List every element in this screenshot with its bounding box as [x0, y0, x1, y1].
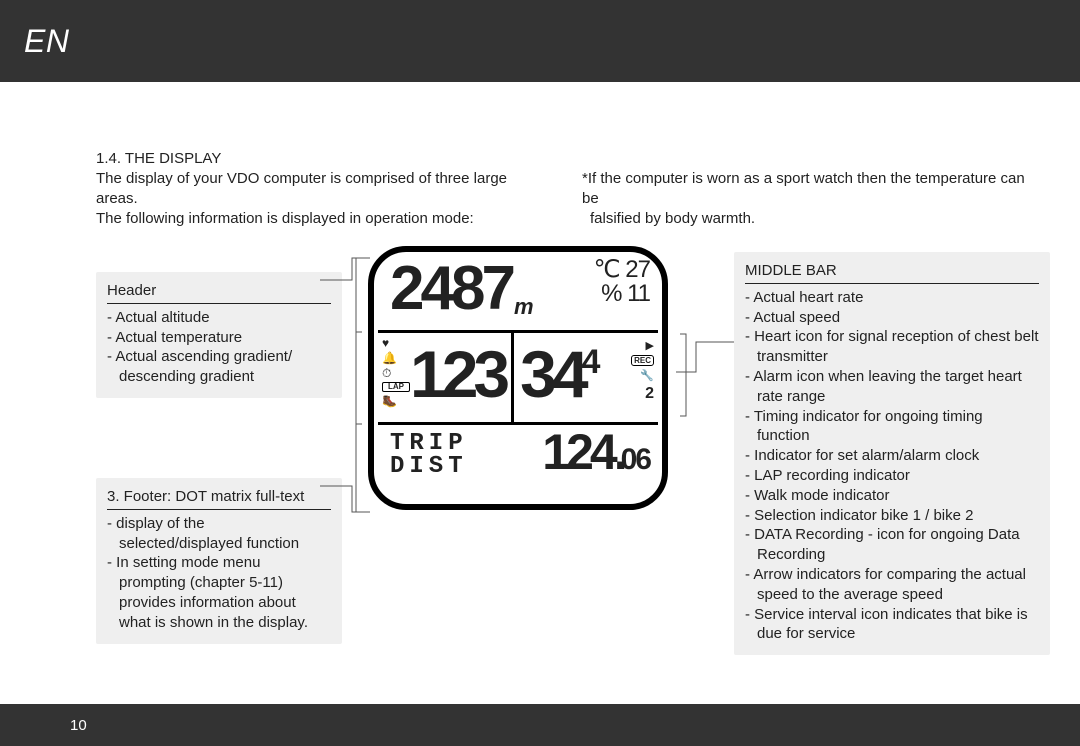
footer-bar: 10	[0, 704, 1080, 746]
list-item: Heart icon for signal reception of chest…	[745, 327, 1039, 367]
intro-left-1: The display of your VDO computer is comp…	[96, 169, 546, 209]
callout-footer: 3. Footer: DOT matrix full-text display …	[96, 478, 342, 644]
list-item: Actual temperature	[107, 328, 331, 348]
lcd-middle-row: ♥ 🔔 ⏱ LAP 🥾 123 344 ▶ REC 🔧 2	[374, 333, 662, 422]
list-item: Actual ascending gradient/ descending gr…	[107, 347, 331, 387]
section-title: 1.4. THE DISPLAY	[96, 150, 1032, 167]
top-right-block: ℃ 27 % 11	[594, 252, 662, 330]
lcd-bottom-row: TRIP DIST 124.06	[374, 425, 662, 504]
speed-int: 34	[520, 337, 583, 411]
lcd-device: 2487 m ℃ 27 % 11 ♥ 🔔 ⏱ LAP 🥾 123 344	[368, 246, 668, 510]
heart-rate-value: 123	[410, 333, 505, 422]
list-item: Alarm icon when leaving the target heart…	[745, 367, 1039, 407]
callout-middle-list: Actual heart rate Actual speed Heart ico…	[745, 288, 1039, 644]
mid-separator	[511, 333, 514, 422]
list-item: Selection indicator bike 1 / bike 2	[745, 506, 1039, 526]
list-item: display of the selected/displayed functi…	[107, 514, 331, 554]
trip-int: 124	[542, 424, 613, 480]
altitude-value: 2487	[374, 252, 512, 330]
bike-number: 2	[645, 385, 654, 403]
list-item: Actual heart rate	[745, 288, 1039, 308]
callout-middle-title: MIDDLE BAR	[745, 261, 1039, 284]
callout-header-title: Header	[107, 281, 331, 304]
heart-icon: ♥	[382, 337, 410, 349]
arrow-icon: ▶	[646, 339, 654, 352]
intro-right-2: falsified by body warmth.	[582, 209, 1032, 229]
trip-distance-value: 124.06	[542, 425, 662, 504]
intro-columns: The display of your VDO computer is comp…	[96, 169, 1032, 228]
dot-line2: DIST	[374, 456, 468, 479]
list-item: Service interval icon indicates that bik…	[745, 605, 1039, 645]
language-code: EN	[24, 23, 69, 60]
list-item: Indicator for set alarm/alarm clock	[745, 446, 1039, 466]
rec-icon: REC	[631, 355, 654, 366]
callout-footer-list: display of the selected/displayed functi…	[107, 514, 331, 633]
percent-icon: %	[601, 280, 621, 307]
callout-header: Header Actual altitude Actual temperatur…	[96, 272, 342, 398]
boot-icon: 🥾	[382, 395, 410, 407]
list-item: DATA Recording - icon for ongoing Data R…	[745, 525, 1039, 565]
bell-icon: 🔔	[382, 352, 410, 364]
dot-matrix-label: TRIP DIST	[374, 425, 468, 504]
content-area: 1.4. THE DISPLAY The display of your VDO…	[96, 150, 1032, 228]
list-item: In setting mode menu prompting (chapter …	[107, 553, 331, 632]
speed-dec: 4	[582, 343, 599, 381]
callout-footer-title: 3. Footer: DOT matrix full-text	[107, 487, 331, 510]
temp-value: 27	[625, 256, 650, 283]
list-item: Walk mode indicator	[745, 486, 1039, 506]
list-item: Actual speed	[745, 308, 1039, 328]
list-item: Actual altitude	[107, 308, 331, 328]
intro-left-2: The following information is displayed i…	[96, 209, 546, 229]
callout-header-list: Actual altitude Actual temperature Actua…	[107, 308, 331, 387]
temp-icon: ℃	[594, 256, 620, 283]
lcd-top-row: 2487 m ℃ 27 % 11	[374, 252, 662, 330]
page-number: 10	[70, 717, 87, 734]
gradient-value: 11	[627, 280, 650, 307]
mid-right-icons: ▶ REC 🔧 2	[631, 339, 654, 403]
mid-left-icons: ♥ 🔔 ⏱ LAP 🥾	[374, 333, 410, 422]
lap-icon: LAP	[382, 382, 410, 392]
intro-right-1: *If the computer is worn as a sport watc…	[582, 169, 1032, 209]
page-body: 1.4. THE DISPLAY The display of your VDO…	[0, 82, 1080, 704]
wrench-icon: 🔧	[640, 369, 654, 382]
altitude-unit: m	[514, 294, 534, 330]
list-item: LAP recording indicator	[745, 466, 1039, 486]
dot-line1: TRIP	[374, 425, 468, 456]
callout-middle: MIDDLE BAR Actual heart rate Actual spee…	[734, 252, 1050, 655]
list-item: Timing indicator for ongoing timing func…	[745, 407, 1039, 447]
clock-icon: ⏱	[382, 367, 410, 379]
trip-cents: 06	[621, 443, 650, 476]
list-item: Arrow indicators for comparing the actua…	[745, 565, 1039, 605]
header-bar: EN	[0, 0, 1080, 82]
